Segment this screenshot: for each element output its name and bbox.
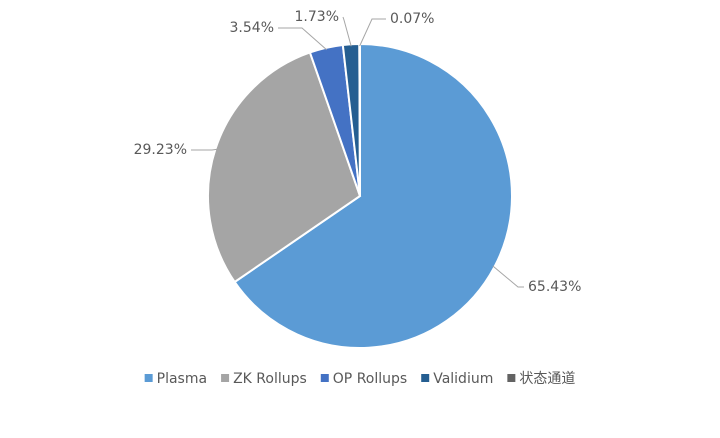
legend-label: Validium (433, 371, 493, 387)
legend-marker (421, 374, 430, 382)
leader-line (342, 16, 352, 47)
pie-slice (358, 42, 361, 197)
legend-marker (144, 374, 153, 382)
data-label: 29.23% (134, 142, 187, 158)
data-label: 1.73% (295, 9, 339, 25)
legend-marker (221, 374, 230, 382)
legend-marker (507, 374, 516, 382)
leader-line (278, 27, 327, 51)
data-label: 65.43% (528, 279, 581, 295)
legend-label: OP Rollups (333, 371, 407, 387)
leader-line (191, 148, 218, 151)
legend-marker (320, 374, 329, 382)
pie-slice (207, 51, 362, 284)
data-label: 0.07% (390, 11, 434, 27)
leader-line (359, 18, 386, 47)
legend-label: ZK Rollups (233, 371, 307, 387)
leader-line (492, 265, 524, 288)
data-label: 3.54% (230, 20, 274, 36)
legend-label: Plasma (157, 371, 207, 387)
legend-label: 状态通道 (519, 371, 575, 387)
